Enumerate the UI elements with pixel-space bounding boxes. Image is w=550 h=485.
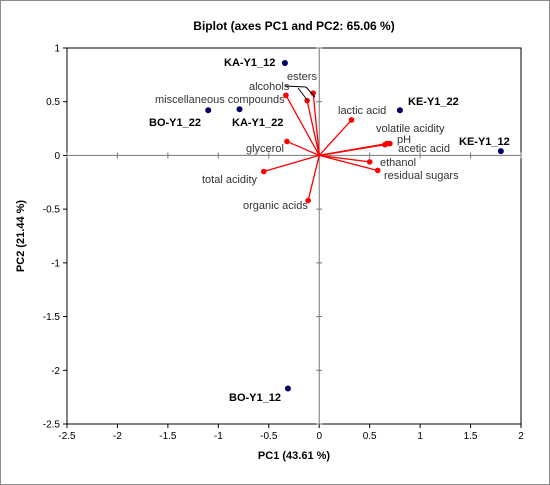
variable-vectors xyxy=(260,90,393,204)
variable-point xyxy=(310,90,316,96)
observation-point xyxy=(284,385,291,392)
variable-point xyxy=(374,167,381,174)
variable-label: total acidity xyxy=(202,174,258,186)
variable-vector xyxy=(307,155,320,201)
variable-label: lactic acid xyxy=(338,105,386,117)
variable-point xyxy=(284,138,290,145)
y-tick-label: -2 xyxy=(51,366,60,377)
variable-label: acetic acid xyxy=(398,143,450,155)
x-tick-label: -1 xyxy=(214,431,223,442)
variable-point xyxy=(283,92,289,99)
x-tick-label: -2 xyxy=(113,431,122,442)
variable-label: ethanol xyxy=(380,157,416,169)
observation-point xyxy=(236,106,243,113)
x-tick-label: -2.5 xyxy=(58,431,76,442)
x-tick-label: -0.5 xyxy=(260,431,278,442)
variable-point xyxy=(382,141,388,148)
label-leader-lines xyxy=(284,85,316,102)
observation-point xyxy=(281,60,288,67)
x-tick-label: -1.5 xyxy=(159,431,177,442)
variable-vector xyxy=(286,140,320,157)
variable-point xyxy=(260,168,267,175)
x-axis-ticks: -2.5 -2 -1.5 -1 -0.5 0 0.5 1 1.5 2 xyxy=(58,152,524,442)
observation-label: KE-Y1_22 xyxy=(408,96,459,108)
point-labels: KA-Y1_12 BO-Y1_22 KA-Y1_22 KE-Y1_22 KE-Y1_12… xyxy=(149,57,510,404)
variable-vector xyxy=(306,100,320,156)
variable-vector xyxy=(319,154,370,163)
variable-vector xyxy=(319,144,385,157)
variable-point xyxy=(348,117,355,123)
y-axis-ticks: -2.5 -2 -1.5 -1 -0.5 0 0.5 1 xyxy=(43,44,323,431)
variable-label: pH xyxy=(397,134,411,146)
variable-vector xyxy=(319,154,378,172)
variable-label: miscellaneous compounds xyxy=(155,94,285,106)
observation-label: KA-Y1_12 xyxy=(224,57,275,69)
variable-label: residual sugars xyxy=(384,170,459,182)
y-tick-label: -2.5 xyxy=(43,420,61,431)
y-tick-label: 0.5 xyxy=(46,97,60,108)
x-axis-title: PC1 (43.61 %) xyxy=(258,450,330,462)
variable-label: esters xyxy=(287,71,317,83)
chart-title: Biplot (axes PC1 and PC2: 65.06 %) xyxy=(193,19,394,33)
y-tick-label: -1 xyxy=(51,258,60,269)
observation-label: KA-Y1_22 xyxy=(232,117,283,129)
observation-point xyxy=(396,107,403,114)
observation-points xyxy=(205,60,504,392)
x-tick-label: 2 xyxy=(518,431,524,442)
variable-label: organic acids xyxy=(243,200,308,212)
x-tick-label: 0.5 xyxy=(363,431,377,442)
y-tick-label: -1.5 xyxy=(43,312,61,323)
variable-label: glycerol xyxy=(246,143,284,155)
plot-area xyxy=(66,47,522,425)
x-tick-label: 1 xyxy=(417,431,423,442)
y-tick-label: 1 xyxy=(54,44,60,55)
observation-label: BO-Y1_12 xyxy=(229,392,281,404)
variable-point xyxy=(366,159,373,165)
observation-point xyxy=(205,107,212,114)
x-tick-label: 0 xyxy=(316,431,322,442)
variable-point xyxy=(305,197,311,204)
variable-vector xyxy=(285,94,320,156)
y-axis-title: PC2 (21.44 %) xyxy=(15,200,27,272)
variable-label: alcohols xyxy=(249,81,290,93)
observation-label: BO-Y1_22 xyxy=(149,117,201,129)
observation-label: KE-Y1_12 xyxy=(459,136,510,148)
variable-vector xyxy=(318,119,352,156)
variable-vector xyxy=(312,93,320,156)
y-tick-label: -0.5 xyxy=(43,205,61,216)
y-tick-label: 0 xyxy=(54,151,60,162)
variable-label: volatile acidity xyxy=(376,123,445,135)
zero-lines xyxy=(67,48,521,424)
x-tick-label: 1.5 xyxy=(464,431,478,442)
observation-point xyxy=(497,148,504,155)
variable-vector xyxy=(263,154,320,173)
